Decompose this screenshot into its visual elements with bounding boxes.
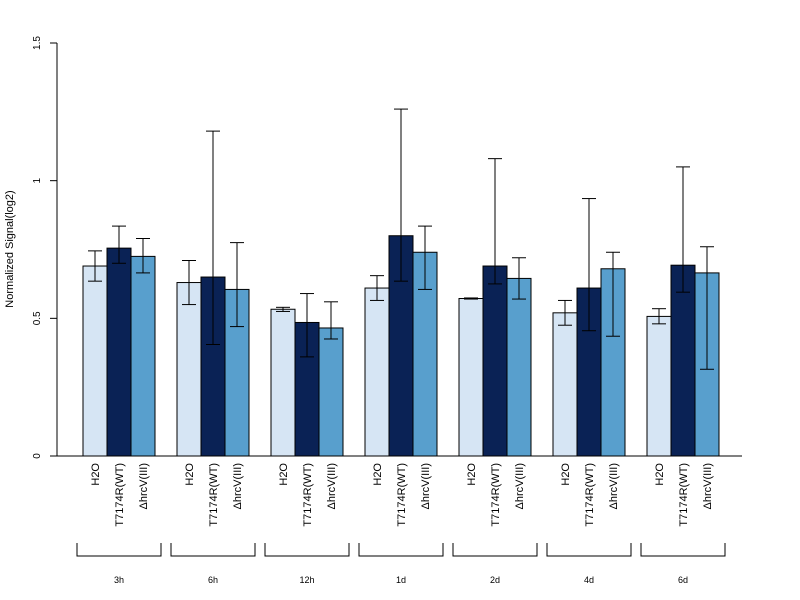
error-bars [88, 108, 714, 370]
y-tick-label: 0 [32, 453, 43, 459]
group-bracket [358, 543, 444, 557]
category-label: T7174R(WT) [490, 463, 502, 527]
bar-hrcv-iii-3h [130, 255, 156, 457]
category-label: ΔhrcV(III) [420, 463, 432, 509]
category-label: ΔhrcV(III) [326, 463, 338, 509]
bar-hrcv-iii-2d [506, 277, 532, 457]
bar-t7174r-wt-3h [106, 247, 132, 457]
group-bracket [264, 543, 350, 557]
category-label: T7174R(WT) [302, 463, 314, 527]
category-labels: H2O T7174R(WT) ΔhrcV(III) H2O T7174R(WT) Δhrc… [90, 463, 714, 527]
group-bracket [76, 543, 162, 557]
group-label-12h: 12h [299, 575, 314, 585]
group-label-3h: 3h [114, 575, 124, 585]
category-label: H2O [560, 463, 572, 486]
category-label: T7174R(WT) [678, 463, 690, 527]
bar-h2o-3h [82, 265, 108, 457]
category-label: ΔhrcV(III) [138, 463, 150, 509]
bar-h2o-6d [646, 315, 672, 457]
group-label-2d: 2d [490, 575, 500, 585]
category-label: ΔhrcV(III) [232, 463, 244, 509]
category-label: H2O [372, 463, 384, 486]
category-label: ΔhrcV(III) [702, 463, 714, 509]
category-label: H2O [278, 463, 290, 486]
group-bracket [640, 543, 726, 557]
y-tick-label: 1 [32, 177, 43, 183]
group-label-1d: 1d [396, 575, 406, 585]
y-tick-label: 1.5 [32, 36, 43, 50]
group-bracket [452, 543, 538, 557]
y-axis: 0 0.5 1 1.5 [32, 36, 58, 459]
category-label: T7174R(WT) [114, 463, 126, 527]
bar-h2o-6h [176, 282, 202, 457]
bars [82, 235, 720, 457]
group-brackets: 3h 6h 12h 1d 2d 4d 6d [76, 543, 726, 585]
category-label: ΔhrcV(III) [514, 463, 526, 509]
category-label: H2O [466, 463, 478, 486]
group-label-6d: 6d [678, 575, 688, 585]
category-label: T7174R(WT) [208, 463, 220, 527]
bar-h2o-12h [270, 308, 296, 457]
bar-hrcv-iii-12h [318, 327, 344, 457]
bar-h2o-1d [364, 287, 390, 457]
group-label-4d: 4d [584, 575, 594, 585]
group-bracket [170, 543, 256, 557]
y-tick-label: 0.5 [32, 311, 43, 325]
category-label: T7174R(WT) [584, 463, 596, 527]
category-label: T7174R(WT) [396, 463, 408, 527]
category-label: ΔhrcV(III) [608, 463, 620, 509]
category-label: H2O [90, 463, 102, 486]
bar-t7174r-wt-2d [482, 265, 508, 457]
category-label: H2O [184, 463, 196, 486]
bar-h2o-4d [552, 312, 578, 457]
category-label: H2O [654, 463, 666, 486]
group-bracket [546, 543, 632, 557]
bar-t7174r-wt-6d [670, 264, 696, 457]
group-label-6h: 6h [208, 575, 218, 585]
y-axis-title: Normalized Signal(log2) [4, 190, 16, 307]
bar-h2o-2d [458, 298, 484, 457]
